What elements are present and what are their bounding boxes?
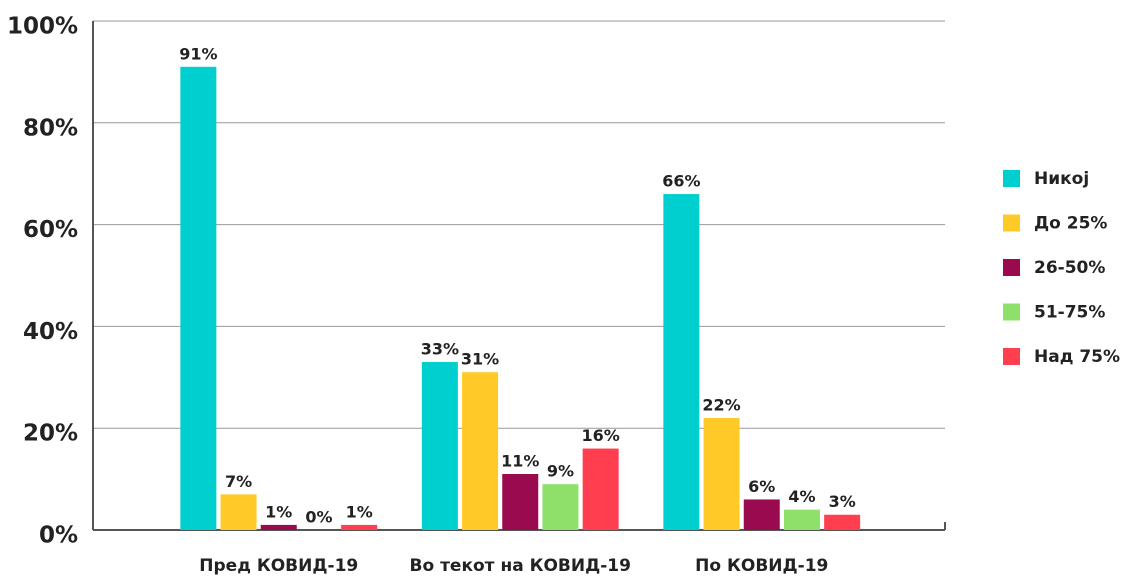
bar [703,418,740,530]
y-tick-label: 60% [23,217,78,243]
x-tick-label: Во текот на КОВИД-19 [410,556,631,576]
value-label: 3% [829,492,856,511]
y-tick-label: 0% [39,523,78,549]
value-label: 31% [461,350,499,369]
y-tick-label: 20% [23,421,78,447]
legend-label: 51-75% [1034,303,1105,323]
value-label: 7% [225,472,252,491]
y-tick-label: 40% [23,319,78,345]
value-label: 91% [179,44,217,63]
legend-swatch [1003,259,1020,276]
bar [341,524,378,530]
legend-swatch [1003,170,1020,187]
bar [180,66,217,530]
value-label: 1% [265,502,292,521]
legend-label: До 25% [1034,214,1107,234]
bar [502,474,539,530]
value-label: 22% [702,396,740,415]
value-label: 16% [582,426,620,445]
y-tick-label: 100% [7,14,78,40]
bar [260,524,297,530]
bar [462,372,499,530]
x-tick-label: Пред КОВИД-19 [199,556,358,576]
value-label: 11% [501,452,539,471]
bar [542,484,579,530]
bar [743,499,780,530]
bar [220,494,257,530]
bar [663,194,700,530]
bar [421,362,458,530]
bar [824,514,861,530]
value-label: 1% [346,502,373,521]
bar [582,448,619,530]
value-label: 0% [305,508,332,527]
value-label: 33% [421,340,459,359]
value-label: 6% [748,477,775,496]
value-label: 66% [662,172,700,191]
legend-swatch [1003,303,1020,321]
bar [783,509,820,530]
value-label: 4% [788,487,815,506]
legend-swatch [1003,214,1020,232]
x-tick-label: По КОВИД-19 [695,556,828,576]
value-label: 9% [547,462,574,481]
legend-label: Никој [1034,169,1089,189]
legend-label: Над 75% [1034,347,1120,367]
legend-label: 26-50% [1034,258,1105,278]
y-tick-label: 80% [23,115,78,141]
legend-swatch [1003,348,1020,365]
